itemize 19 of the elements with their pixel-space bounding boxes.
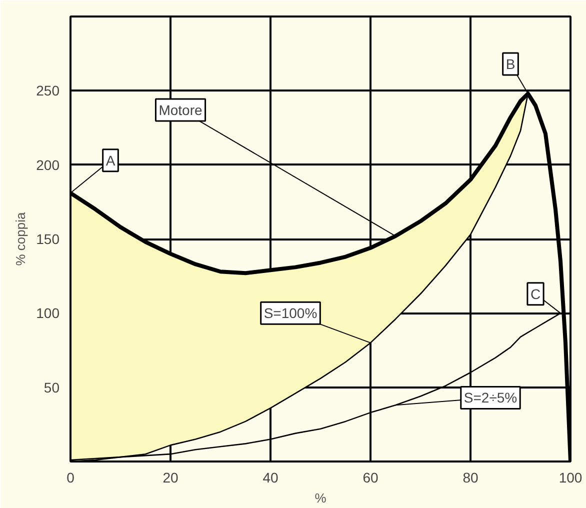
y-tick-label: 200 xyxy=(36,156,60,173)
annotation: B xyxy=(506,56,516,72)
x-tick-label: 0 xyxy=(66,470,75,486)
y-axis-title: % coppia xyxy=(13,211,28,266)
text: Motore xyxy=(158,102,202,118)
x-tick-label: 100 xyxy=(558,470,582,486)
annotation: C xyxy=(530,286,541,302)
x-axis-title: % xyxy=(314,490,327,506)
x-tick-label: 40 xyxy=(262,470,278,486)
series-label: S=2÷5% xyxy=(464,390,518,406)
annotation: A xyxy=(106,152,116,168)
y-tick-label: 100 xyxy=(36,305,60,322)
text: S=100% xyxy=(264,305,318,322)
x-tick-label: 80 xyxy=(462,470,478,486)
y-tick-label: 150 xyxy=(36,231,60,247)
y-tick-label: 250 xyxy=(36,82,60,99)
y-tick-label: 50 xyxy=(44,379,60,396)
x-tick-label: 60 xyxy=(362,470,378,486)
x-tick-label: 20 xyxy=(162,470,178,486)
